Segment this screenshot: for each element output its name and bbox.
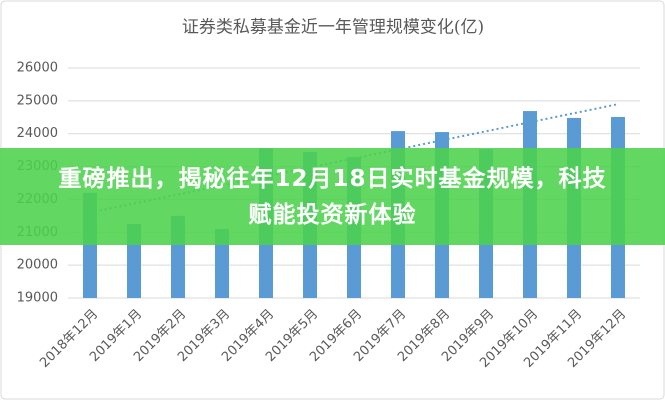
- banner: 重磅推出，揭秘往年12月18日实时基金规模，科技赋能投资新体验: [0, 148, 665, 245]
- bar: [215, 229, 229, 298]
- headline: 重磅推出，揭秘往年12月18日实时基金规模，科技赋能投资新体验: [58, 165, 607, 228]
- y-tick-label: 19000: [17, 291, 58, 306]
- y-tick-label: 24000: [17, 126, 58, 141]
- y-tick-label: 20000: [17, 258, 58, 273]
- y-tick-label: 26000: [17, 61, 58, 76]
- y-tick-label: 25000: [17, 93, 58, 108]
- chart-title: 证券类私募基金近一年管理规模变化(亿): [182, 18, 484, 38]
